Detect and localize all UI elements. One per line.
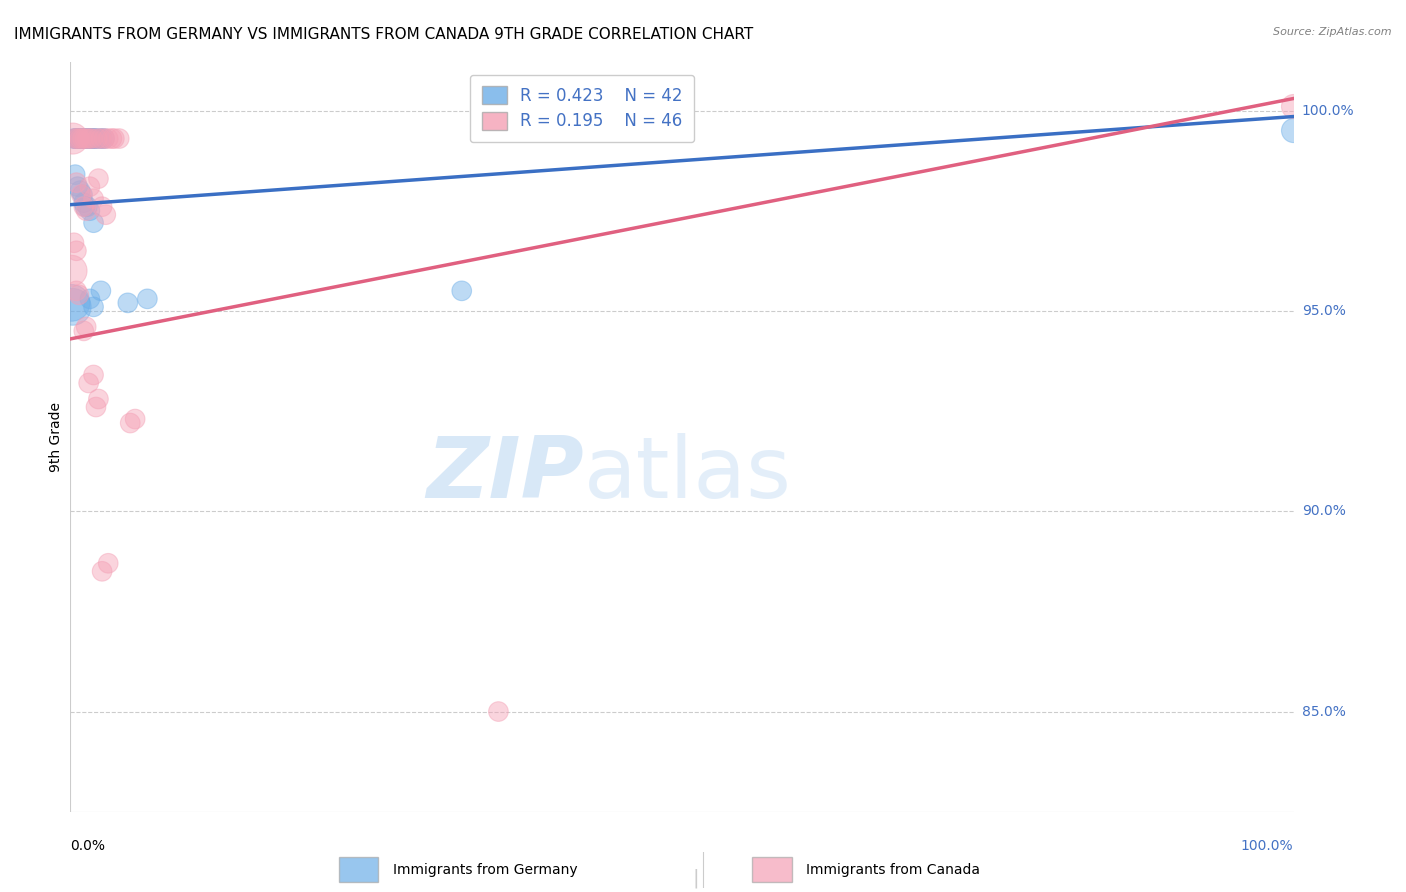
- Text: 0.0%: 0.0%: [70, 839, 105, 854]
- Point: [93, 131, 115, 145]
- Point: [86, 131, 108, 145]
- Point: [76, 131, 98, 145]
- Point: [93, 131, 115, 145]
- Point: [136, 292, 159, 306]
- Point: [65, 284, 87, 298]
- Text: 85.0%: 85.0%: [1302, 705, 1346, 719]
- Point: [120, 416, 142, 430]
- Point: [62, 131, 84, 145]
- Point: [75, 203, 97, 218]
- Text: Immigrants from Germany: Immigrants from Germany: [392, 863, 578, 877]
- Point: [63, 131, 86, 145]
- Point: [90, 131, 112, 145]
- Point: [91, 131, 114, 145]
- Text: atlas: atlas: [583, 433, 792, 516]
- Point: [66, 179, 89, 194]
- Legend: R = 0.423    N = 42, R = 0.195    N = 46: R = 0.423 N = 42, R = 0.195 N = 46: [470, 75, 695, 142]
- Point: [60, 264, 83, 278]
- Point: [72, 131, 94, 145]
- Point: [79, 203, 101, 218]
- Point: [450, 284, 472, 298]
- FancyBboxPatch shape: [339, 857, 378, 882]
- Point: [117, 296, 139, 310]
- Point: [69, 131, 91, 145]
- Text: Immigrants from Canada: Immigrants from Canada: [806, 863, 980, 877]
- Point: [79, 179, 101, 194]
- Point: [65, 131, 87, 145]
- Point: [65, 244, 87, 258]
- Point: [70, 187, 93, 202]
- Point: [83, 131, 105, 145]
- Point: [63, 235, 86, 250]
- Point: [83, 131, 105, 145]
- Point: [63, 131, 86, 145]
- Point: [94, 208, 117, 222]
- Point: [66, 131, 89, 145]
- Point: [97, 131, 120, 145]
- Point: [91, 564, 114, 578]
- Point: [76, 131, 98, 145]
- Point: [79, 131, 101, 145]
- Point: [73, 200, 96, 214]
- Point: [97, 556, 120, 570]
- Point: [83, 368, 105, 382]
- Point: [72, 131, 94, 145]
- FancyBboxPatch shape: [752, 857, 792, 882]
- Text: 100.0%: 100.0%: [1241, 839, 1294, 854]
- Point: [73, 200, 96, 214]
- Point: [83, 216, 105, 230]
- Point: [70, 131, 93, 145]
- Point: [62, 300, 84, 314]
- Point: [72, 187, 94, 202]
- Text: 95.0%: 95.0%: [1302, 304, 1346, 318]
- Point: [87, 392, 110, 406]
- Point: [73, 324, 96, 338]
- Point: [1282, 99, 1305, 113]
- Point: [488, 705, 510, 719]
- Point: [79, 131, 101, 145]
- Point: [91, 200, 114, 214]
- Text: |: |: [693, 868, 699, 888]
- Text: 100.0%: 100.0%: [1302, 103, 1354, 118]
- Point: [83, 300, 105, 314]
- Point: [84, 400, 107, 414]
- Point: [73, 195, 96, 210]
- Point: [124, 412, 146, 426]
- Point: [63, 168, 86, 182]
- Point: [73, 131, 96, 145]
- Point: [80, 131, 103, 145]
- Point: [63, 131, 86, 145]
- Point: [89, 131, 111, 145]
- Point: [79, 292, 101, 306]
- Text: ZIP: ZIP: [426, 433, 583, 516]
- Point: [101, 131, 124, 145]
- Point: [75, 319, 97, 334]
- Point: [60, 296, 83, 310]
- Point: [77, 376, 100, 390]
- Point: [65, 176, 87, 190]
- Point: [84, 131, 107, 145]
- Point: [73, 131, 96, 145]
- Text: IMMIGRANTS FROM GERMANY VS IMMIGRANTS FROM CANADA 9TH GRADE CORRELATION CHART: IMMIGRANTS FROM GERMANY VS IMMIGRANTS FR…: [14, 27, 754, 42]
- Point: [75, 131, 97, 145]
- Point: [82, 131, 104, 145]
- Point: [1282, 123, 1305, 137]
- Point: [73, 131, 96, 145]
- Point: [87, 171, 110, 186]
- Point: [82, 131, 104, 145]
- Point: [103, 131, 125, 145]
- Point: [83, 192, 105, 206]
- Point: [67, 288, 90, 302]
- Text: 90.0%: 90.0%: [1302, 504, 1346, 518]
- Point: [76, 200, 98, 214]
- Point: [108, 131, 131, 145]
- Point: [69, 131, 91, 145]
- Point: [67, 131, 90, 145]
- Text: Source: ZipAtlas.com: Source: ZipAtlas.com: [1274, 27, 1392, 37]
- Point: [66, 131, 89, 145]
- Point: [90, 284, 112, 298]
- Point: [77, 131, 100, 145]
- Y-axis label: 9th Grade: 9th Grade: [49, 402, 63, 472]
- Point: [69, 184, 91, 198]
